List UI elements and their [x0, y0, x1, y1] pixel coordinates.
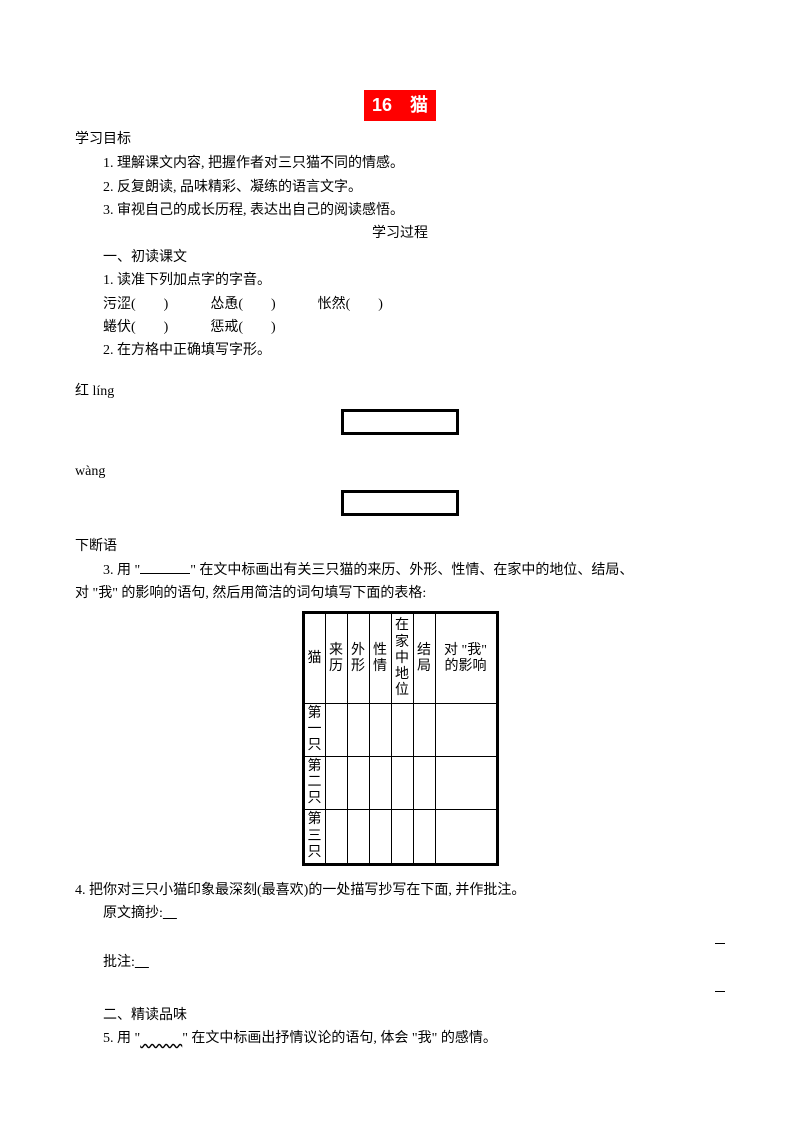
th-effect-a: 对 "我"	[444, 643, 487, 658]
table-row: 第一只	[303, 703, 497, 756]
q5-wavy	[140, 1031, 182, 1046]
pinyin-2: wàng	[75, 461, 725, 483]
pinyin-1: 红 líng	[75, 381, 725, 403]
fill-box-row-2	[75, 490, 725, 524]
q3-line-1: 3. 用 " " 在文中标画出有关三只猫的来历、外形、性情、在家中的地位、结局、	[75, 560, 725, 582]
th-cat: 猫	[303, 613, 325, 703]
cats-table: 猫 来历 外形 性情 在家中地位 结局 对 "我" 的影响 第一只 第二只 第三…	[302, 611, 499, 865]
row1-label: 第一只	[303, 703, 325, 756]
th-ending: 结局	[413, 613, 435, 703]
table-cell[interactable]	[369, 810, 391, 864]
q3-text-b: " 在文中标画出有关三只猫的来历、外形、性情、在家中的地位、结局、	[190, 563, 633, 578]
q4-title: 4. 把你对三只小猫印象最深刻(最喜欢)的一处描写抄写在下面, 并作批注。	[75, 880, 725, 902]
q1-title: 1. 读准下列加点字的字音。	[75, 270, 725, 292]
q5-a: 5. 用 "	[103, 1031, 140, 1046]
th-status: 在家中地位	[391, 613, 413, 703]
q3-line-2: 对 "我" 的影响的语句, 然后用简洁的词句填写下面的表格:	[75, 583, 725, 605]
q4-note: 批注:	[75, 952, 725, 974]
q1-words-line2: 蜷伏( ) 惩戒( )	[75, 317, 725, 339]
q4-line-end-2	[75, 978, 725, 1000]
q5-line: 5. 用 " " 在文中标画出抒情议论的语句, 体会 "我" 的感情。	[75, 1028, 725, 1050]
section-1-heading: 一、初读课文	[75, 247, 725, 269]
fill-box-row-1	[75, 409, 725, 443]
lesson-title: 16 猫	[75, 90, 725, 121]
table-row: 第二只	[303, 757, 497, 810]
q4-original: 原文摘抄:	[75, 903, 725, 925]
table-cell[interactable]	[413, 810, 435, 864]
q4-line-end-1	[75, 930, 725, 952]
th-temper: 性情	[369, 613, 391, 703]
q1-words-line1: 污涩( ) 怂恿( ) 怅然( )	[75, 294, 725, 316]
table-cell[interactable]	[347, 810, 369, 864]
row2-label: 第二只	[303, 757, 325, 810]
table-cell[interactable]	[325, 810, 347, 864]
table-cell[interactable]	[413, 703, 435, 756]
goal-item: 2. 反复朗读, 品味精彩、凝练的语言文字。	[75, 177, 725, 199]
q3-blank[interactable]	[140, 561, 190, 574]
q2-title: 2. 在方格中正确填写字形。	[75, 340, 725, 362]
goals-heading: 学习目标	[75, 129, 725, 151]
section-2-heading: 二、精读品味	[75, 1005, 725, 1027]
th-effect: 对 "我" 的影响	[435, 613, 497, 703]
th-origin: 来历	[325, 613, 347, 703]
table-cell[interactable]	[435, 703, 497, 756]
table-cell[interactable]	[391, 757, 413, 810]
q3-text-a: 3. 用 "	[103, 563, 140, 578]
character-box-1[interactable]	[341, 409, 459, 435]
table-cell[interactable]	[435, 810, 497, 864]
lesson-title-text: 16 猫	[364, 90, 436, 121]
table-cell[interactable]	[325, 703, 347, 756]
character-box-2[interactable]	[341, 490, 459, 516]
table-cell[interactable]	[347, 703, 369, 756]
goal-item: 3. 审视自己的成长历程, 表达出自己的阅读感悟。	[75, 200, 725, 222]
q5-b: " 在文中标画出抒情议论的语句, 体会 "我" 的感情。	[182, 1031, 497, 1046]
table-cell[interactable]	[391, 810, 413, 864]
th-shape: 外形	[347, 613, 369, 703]
process-heading: 学习过程	[75, 223, 725, 245]
table-row: 第三只	[303, 810, 497, 864]
table-cell[interactable]	[325, 757, 347, 810]
after-box-text: 下断语	[75, 536, 725, 558]
th-effect-b: 的影响	[445, 659, 487, 674]
goal-item: 1. 理解课文内容, 把握作者对三只猫不同的情感。	[75, 153, 725, 175]
table-cell[interactable]	[347, 757, 369, 810]
table-cell[interactable]	[413, 757, 435, 810]
table-cell[interactable]	[369, 703, 391, 756]
q4-blank-a[interactable]	[163, 906, 177, 921]
q4-blank-b[interactable]	[135, 955, 149, 970]
table-header-row: 猫 来历 外形 性情 在家中地位 结局 对 "我" 的影响	[303, 613, 497, 703]
row3-label: 第三只	[303, 810, 325, 864]
table-cell[interactable]	[369, 757, 391, 810]
table-cell[interactable]	[435, 757, 497, 810]
table-cell[interactable]	[391, 703, 413, 756]
